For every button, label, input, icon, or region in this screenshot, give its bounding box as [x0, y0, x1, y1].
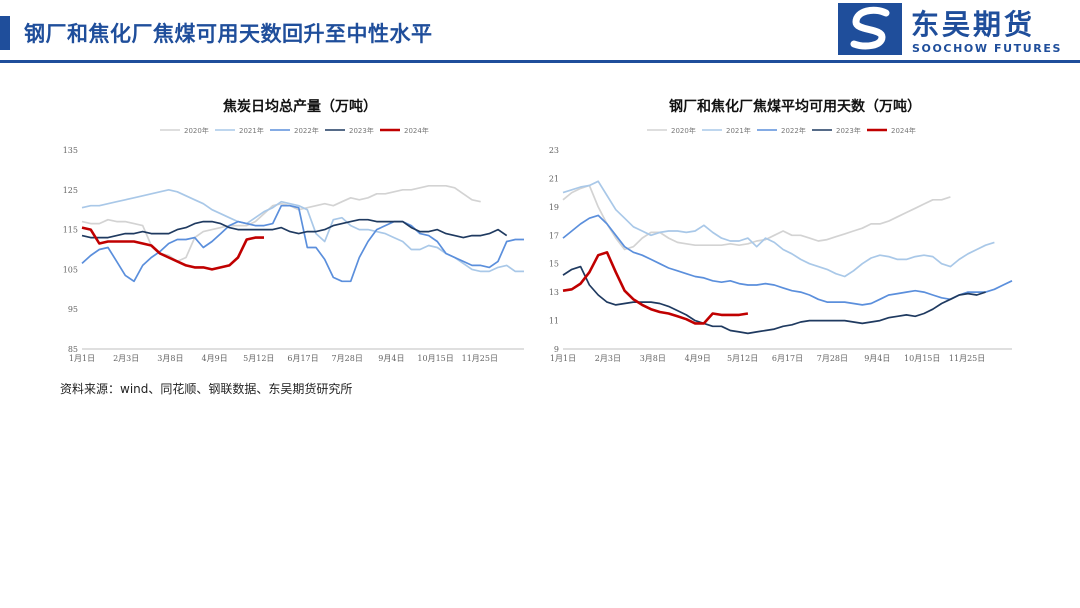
- legend-label: 2020年: [671, 126, 696, 135]
- legend-label: 2023年: [836, 126, 861, 135]
- logo-english-name: SOOCHOW FUTURES: [912, 42, 1063, 55]
- y-tick-label: 85: [68, 345, 78, 354]
- y-tick-label: 21: [549, 174, 559, 183]
- x-tick-label: 6月17日: [287, 354, 318, 363]
- legend-label: 2021年: [726, 126, 751, 135]
- series-line-2021: [562, 180, 995, 278]
- series-line-2023: [562, 265, 986, 335]
- x-tick-label: 9月4日: [378, 354, 404, 363]
- legend-label: 2021年: [239, 126, 264, 135]
- soochow-logo-icon: [838, 3, 902, 55]
- legend-label: 2024年: [404, 126, 429, 135]
- x-tick-label: 9月4日: [864, 354, 890, 363]
- x-tick-label: 7月28日: [332, 354, 363, 363]
- y-tick-label: 15: [549, 260, 559, 269]
- chart-title-coking-coal-days: 钢厂和焦化厂焦煤平均可用天数（万吨）: [669, 99, 921, 115]
- y-tick-label: 19: [549, 203, 559, 212]
- y-tick-label: 11: [549, 317, 559, 326]
- x-tick-label: 2月3日: [595, 354, 621, 363]
- x-tick-label: 10月15日: [904, 354, 940, 363]
- y-tick-label: 23: [549, 146, 559, 155]
- series-line-2020: [81, 184, 481, 263]
- x-tick-label: 11月25日: [949, 354, 985, 363]
- x-tick-label: 1月1日: [550, 354, 576, 363]
- y-tick-label: 115: [63, 226, 78, 235]
- x-tick-label: 3月8日: [640, 354, 666, 363]
- legend-label: 2022年: [294, 126, 319, 135]
- y-tick-label: 13: [549, 288, 559, 297]
- series-line-2022: [81, 204, 524, 283]
- x-tick-label: 7月28日: [817, 354, 848, 363]
- y-tick-label: 135: [63, 146, 78, 155]
- x-tick-label: 5月12日: [727, 354, 758, 363]
- series-line-2020: [562, 184, 951, 251]
- x-tick-label: 11月25日: [462, 354, 498, 363]
- data-source-note: 资料来源：wind、同花顺、钢联数据、东吴期货研究所: [60, 382, 353, 396]
- chart-title-coke-output: 焦炭日均总产量（万吨）: [223, 99, 377, 115]
- legend-label: 2024年: [891, 126, 916, 135]
- y-tick-label: 9: [554, 345, 559, 354]
- x-tick-label: 6月17日: [772, 354, 803, 363]
- coking-coal-days-chart: 2020年 2021年 2022年 2023年 2024年 9 11 13 15 17 19 21 23…: [549, 126, 1013, 363]
- legend-label: 2022年: [781, 126, 806, 135]
- x-tick-label: 1月1日: [69, 354, 95, 363]
- title-accent-bar: [0, 16, 10, 50]
- header-divider: [0, 60, 1080, 63]
- x-tick-label: 5月12日: [243, 354, 274, 363]
- series-line-2024: [81, 226, 264, 271]
- y-tick-label: 125: [63, 186, 78, 195]
- logo-chinese-name: 东吴期货: [911, 8, 1036, 41]
- x-tick-label: 4月9日: [685, 354, 711, 363]
- legend-label: 2020年: [184, 126, 209, 135]
- chart-legend: 2020年 2021年 2022年 2023年 2024年: [160, 126, 429, 135]
- company-logo: 东吴期货 SOOCHOW FUTURES: [838, 3, 1074, 57]
- series-line-2023: [81, 218, 508, 239]
- series-line-2022: [562, 214, 1013, 306]
- y-tick-label: 95: [68, 305, 78, 314]
- legend-label: 2023年: [349, 126, 374, 135]
- page-title: 钢厂和焦化厂焦煤可用天数回升至中性水平: [24, 22, 433, 46]
- x-tick-label: 4月9日: [202, 354, 228, 363]
- coke-output-chart: 2020年 2021年 2022年 2023年 2024年 85 95 105 115 125 13…: [63, 126, 524, 363]
- x-tick-label: 10月15日: [417, 354, 453, 363]
- series-line-2024: [562, 251, 749, 325]
- x-tick-label: 3月8日: [157, 354, 183, 363]
- y-tick-label: 17: [549, 231, 559, 240]
- x-tick-label: 2月3日: [113, 354, 139, 363]
- y-tick-label: 105: [63, 265, 78, 274]
- chart-legend: 2020年 2021年 2022年 2023年 2024年: [647, 126, 916, 135]
